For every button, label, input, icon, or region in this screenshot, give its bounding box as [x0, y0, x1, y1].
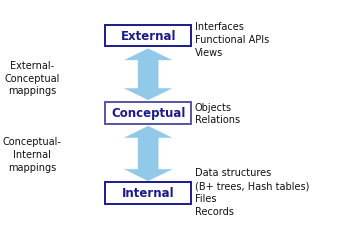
Text: Internal: Internal [122, 186, 175, 200]
FancyBboxPatch shape [105, 103, 191, 124]
Polygon shape [122, 126, 174, 182]
Text: Interfaces
Functional APIs
Views: Interfaces Functional APIs Views [195, 22, 269, 57]
FancyBboxPatch shape [105, 182, 191, 204]
Text: External: External [120, 30, 176, 43]
FancyBboxPatch shape [105, 26, 191, 47]
Text: Data structures
(B+ trees, Hash tables)
Files
Records: Data structures (B+ trees, Hash tables) … [195, 168, 309, 216]
Polygon shape [122, 49, 174, 101]
Text: Objects
Relations: Objects Relations [195, 102, 240, 125]
Text: Conceptual: Conceptual [111, 107, 185, 120]
Text: Conceptual-
Internal
mappings: Conceptual- Internal mappings [3, 137, 61, 172]
Text: External-
Conceptual
mappings: External- Conceptual mappings [4, 61, 60, 96]
